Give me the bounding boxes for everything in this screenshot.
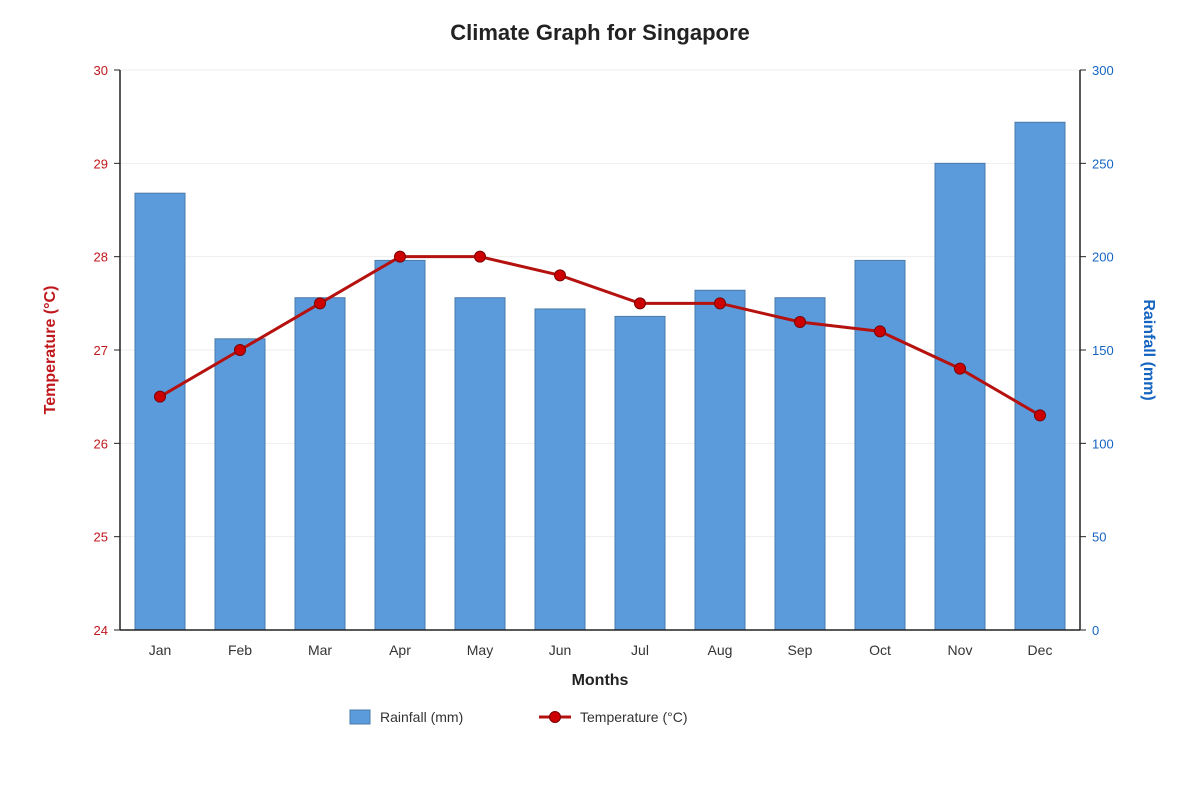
legend-temperature-label: Temperature (°C) [580,709,688,725]
month-label: Jan [149,642,172,658]
month-label: Jul [631,642,649,658]
legend-temperature-marker [549,711,561,723]
month-label: Dec [1028,642,1053,658]
rainfall-bars [134,121,1066,631]
right-tick-label: 100 [1092,436,1114,451]
legend: Rainfall (mm) Temperature (°C) [349,709,688,725]
temperature-point [874,325,886,338]
right-tick-label: 150 [1092,343,1114,358]
temperature-point [794,316,806,328]
rainfall-bar [374,259,426,631]
month-label: Aug [708,642,733,658]
temperature-series-line [159,255,1041,417]
temperature-point [634,297,646,310]
left-tick-label: 29 [94,156,108,171]
left-tick-label: 24 [94,623,108,638]
chart-title: Climate Graph for Singapore [450,20,750,45]
left-tick-label: 30 [94,63,108,78]
rainfall-bar [134,192,186,631]
rainfall-bar [214,338,266,631]
month-label: Apr [389,642,411,658]
rainfall-bar [294,297,346,631]
right-tick-label: 300 [1092,63,1114,78]
month-label: Jun [549,642,572,658]
temperature-line [154,250,1046,422]
rainfall-bar [534,308,586,631]
month-label: Feb [228,642,252,658]
temperature-point [474,250,486,263]
month-label: May [467,642,493,658]
rainfall-bar [934,162,986,631]
temperature-point [314,297,326,310]
month-label: Nov [948,642,973,658]
month-label: Sep [788,642,813,658]
y-axis-left-title: Temperature (°C) [42,286,59,415]
left-tick-label: 27 [94,343,108,358]
x-axis-title: Months [572,672,629,689]
legend-rainfall-swatch [349,709,371,725]
axes [114,69,1086,631]
temperature-point [554,269,566,282]
month-label: Mar [308,642,332,658]
left-tick-label: 25 [94,530,108,545]
legend-rainfall-label: Rainfall (mm) [380,709,463,725]
rainfall-bar [854,259,906,631]
rainfall-bar [774,297,826,631]
temperature-point [714,297,726,310]
grid-lines [120,69,1080,631]
right-tick-label: 0 [1092,623,1099,638]
rainfall-bar [1014,121,1066,631]
temperature-point [154,390,166,403]
month-label: Oct [869,642,891,658]
right-tick-label: 250 [1092,156,1114,171]
temperature-point [234,344,246,356]
right-tick-label: 200 [1092,250,1114,265]
y-axis-right-title: Rainfall (mm) [1140,299,1157,400]
rainfall-bar [694,289,746,631]
temperature-point [954,362,966,375]
left-tick-label: 28 [94,250,108,265]
temperature-point [1034,409,1046,422]
rainfall-bar [614,315,666,631]
right-tick-label: 50 [1092,530,1106,545]
temperature-point [394,250,406,263]
rainfall-bar [454,297,506,631]
left-tick-label: 26 [94,436,108,451]
